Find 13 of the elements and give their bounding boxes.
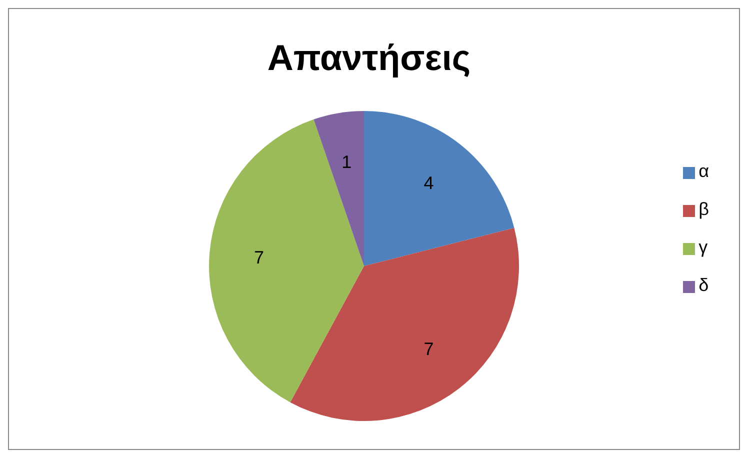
- legend-label: β: [698, 199, 709, 219]
- pie-slice: [290, 228, 519, 421]
- data-label: 7: [424, 339, 434, 360]
- chart-title: Απαντήσεις: [266, 37, 472, 79]
- pie-slice: [209, 119, 364, 402]
- data-label: 4: [424, 172, 434, 193]
- pie-slice: [314, 111, 364, 266]
- data-label: 7: [254, 247, 264, 268]
- legend-label: α: [698, 161, 709, 181]
- pie-slice: [364, 111, 514, 266]
- legend-label: γ: [698, 237, 708, 257]
- legend-label: δ: [698, 275, 709, 295]
- data-label: 1: [342, 152, 352, 172]
